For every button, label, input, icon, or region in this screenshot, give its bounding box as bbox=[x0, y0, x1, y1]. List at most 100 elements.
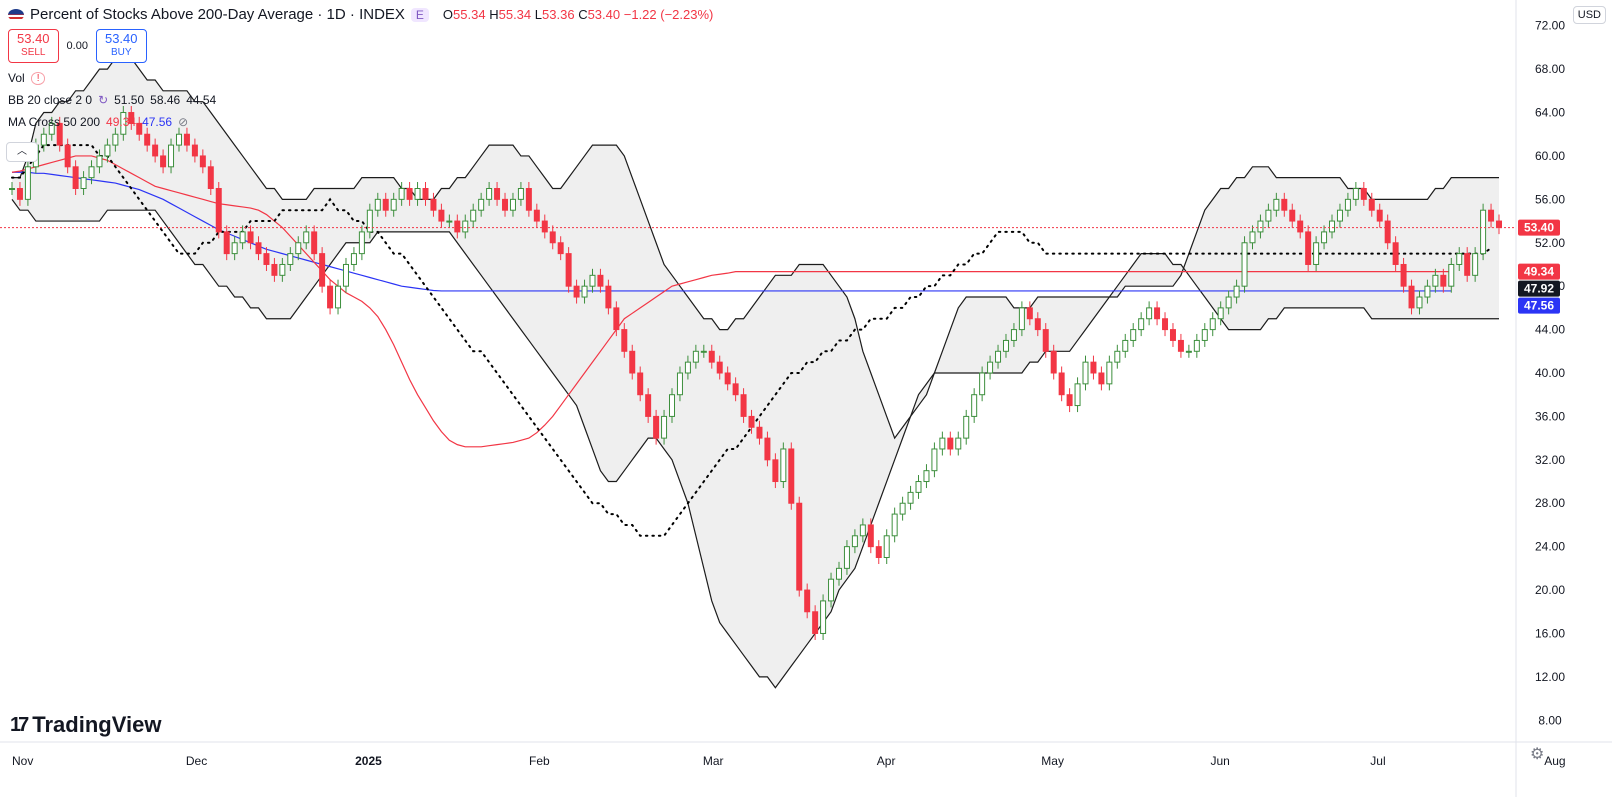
candle-body bbox=[947, 437, 954, 450]
candle-body bbox=[422, 188, 429, 200]
x-tick-label: Nov bbox=[12, 754, 33, 768]
sell-button[interactable]: 53.40 SELL bbox=[8, 29, 59, 63]
y-tick-label: 52.00 bbox=[1535, 236, 1565, 250]
candle-body bbox=[907, 491, 914, 504]
candle-body bbox=[486, 188, 493, 200]
hidden-icon[interactable]: ⊘ bbox=[178, 115, 189, 129]
candle-body bbox=[112, 133, 119, 146]
candle-body bbox=[835, 567, 842, 580]
price-tag-label: 49.34 bbox=[1524, 265, 1554, 279]
candle-body bbox=[1177, 339, 1184, 352]
candle-body bbox=[772, 459, 779, 483]
candle-body bbox=[223, 231, 230, 255]
candle-body bbox=[40, 133, 47, 146]
candle-body bbox=[398, 188, 405, 200]
candle-body bbox=[1154, 307, 1161, 320]
candle-body bbox=[175, 133, 182, 146]
candle-body bbox=[1289, 209, 1296, 222]
candle-body bbox=[1034, 318, 1041, 331]
price-tag bbox=[1518, 263, 1560, 280]
settings-icon[interactable]: ⚙ bbox=[1530, 746, 1545, 763]
candle-body bbox=[1114, 350, 1121, 363]
candle-body bbox=[335, 285, 342, 309]
candle-body bbox=[1201, 329, 1208, 341]
candle-body bbox=[1448, 263, 1455, 287]
candle-body bbox=[708, 350, 715, 363]
candle-body bbox=[462, 220, 469, 233]
price-tag bbox=[1518, 219, 1560, 236]
y-tick-label: 32.00 bbox=[1535, 453, 1565, 467]
candle-body bbox=[1185, 350, 1192, 353]
candle-body bbox=[883, 535, 890, 559]
y-tick-label: 36.00 bbox=[1535, 409, 1565, 423]
candle-body bbox=[525, 188, 532, 211]
candle-body bbox=[358, 231, 365, 255]
candle-body bbox=[1336, 209, 1343, 222]
candle-body bbox=[1265, 209, 1272, 222]
warning-icon[interactable]: ! bbox=[30, 71, 46, 85]
candle-body bbox=[311, 231, 318, 255]
symbol-title[interactable]: Percent of Stocks Above 200-Day Average … bbox=[30, 6, 405, 23]
candle-body bbox=[923, 470, 930, 483]
candle-body bbox=[828, 578, 835, 602]
candle-body bbox=[700, 350, 707, 353]
candle-body bbox=[1257, 220, 1264, 233]
y-tick-label: 60.00 bbox=[1535, 149, 1565, 163]
candle-body bbox=[414, 188, 421, 200]
candle-body bbox=[1209, 318, 1216, 331]
candle-body bbox=[64, 144, 71, 168]
candle-body bbox=[342, 263, 349, 287]
bb-indicator[interactable]: BB 20 close 2 0 ↻ 51.50 58.46 44.54 bbox=[8, 93, 217, 107]
x-tick-label: Jul bbox=[1370, 754, 1385, 768]
candle-body bbox=[9, 188, 15, 190]
candle-body bbox=[692, 350, 699, 363]
candle-body bbox=[470, 209, 477, 222]
candle-body bbox=[1146, 307, 1153, 320]
currency-selector[interactable]: USD bbox=[1572, 6, 1606, 24]
candle-body bbox=[549, 231, 556, 244]
candle-body bbox=[1329, 220, 1336, 233]
collapse-legend-button[interactable]: ︿ bbox=[6, 142, 38, 162]
candle-body bbox=[295, 242, 302, 255]
candle-body bbox=[287, 253, 294, 265]
candle-body bbox=[1026, 307, 1033, 320]
candle-body bbox=[931, 448, 938, 472]
candle-body bbox=[374, 198, 381, 211]
candle-body bbox=[764, 437, 771, 461]
buy-button[interactable]: 53.40 BUY bbox=[95, 29, 147, 63]
candle-body bbox=[120, 112, 127, 135]
bb-upper-line bbox=[12, 57, 1499, 440]
candle-body bbox=[1480, 209, 1487, 255]
candle-body bbox=[303, 231, 310, 244]
x-tick-label: Mar bbox=[703, 754, 724, 768]
x-tick-label: Jun bbox=[1211, 754, 1230, 768]
candle-body bbox=[168, 144, 175, 168]
candle-body bbox=[1018, 307, 1025, 331]
candle-body bbox=[1305, 231, 1312, 265]
candle-body bbox=[732, 383, 739, 396]
candle-body bbox=[24, 166, 31, 200]
candle-body bbox=[199, 155, 206, 168]
candle-body bbox=[502, 198, 509, 211]
candle-body bbox=[1090, 361, 1097, 374]
price-tag-label: 47.92 bbox=[1524, 282, 1554, 296]
candle-body bbox=[867, 524, 874, 548]
candle-body bbox=[88, 166, 95, 179]
candle-body bbox=[255, 242, 262, 255]
x-tick-label: Apr bbox=[877, 754, 896, 768]
candle-body bbox=[207, 166, 214, 189]
ma-indicator[interactable]: MA Cross 50 200 49.34 47.56 ⊘ bbox=[8, 115, 189, 129]
vol-indicator[interactable]: Vol! bbox=[8, 71, 713, 85]
bb-fill bbox=[12, 58, 1499, 688]
x-tick-label: 2025 bbox=[355, 754, 382, 768]
earnings-badge[interactable]: E bbox=[410, 7, 429, 22]
candle-body bbox=[1432, 274, 1439, 287]
x-tick-label: May bbox=[1041, 754, 1064, 768]
candle-body bbox=[136, 122, 143, 135]
candle-body bbox=[1392, 242, 1399, 265]
spread-value: 0.00 bbox=[66, 40, 88, 52]
candle-body bbox=[215, 188, 222, 233]
candle-body bbox=[1249, 231, 1256, 244]
candle-body bbox=[788, 448, 795, 504]
